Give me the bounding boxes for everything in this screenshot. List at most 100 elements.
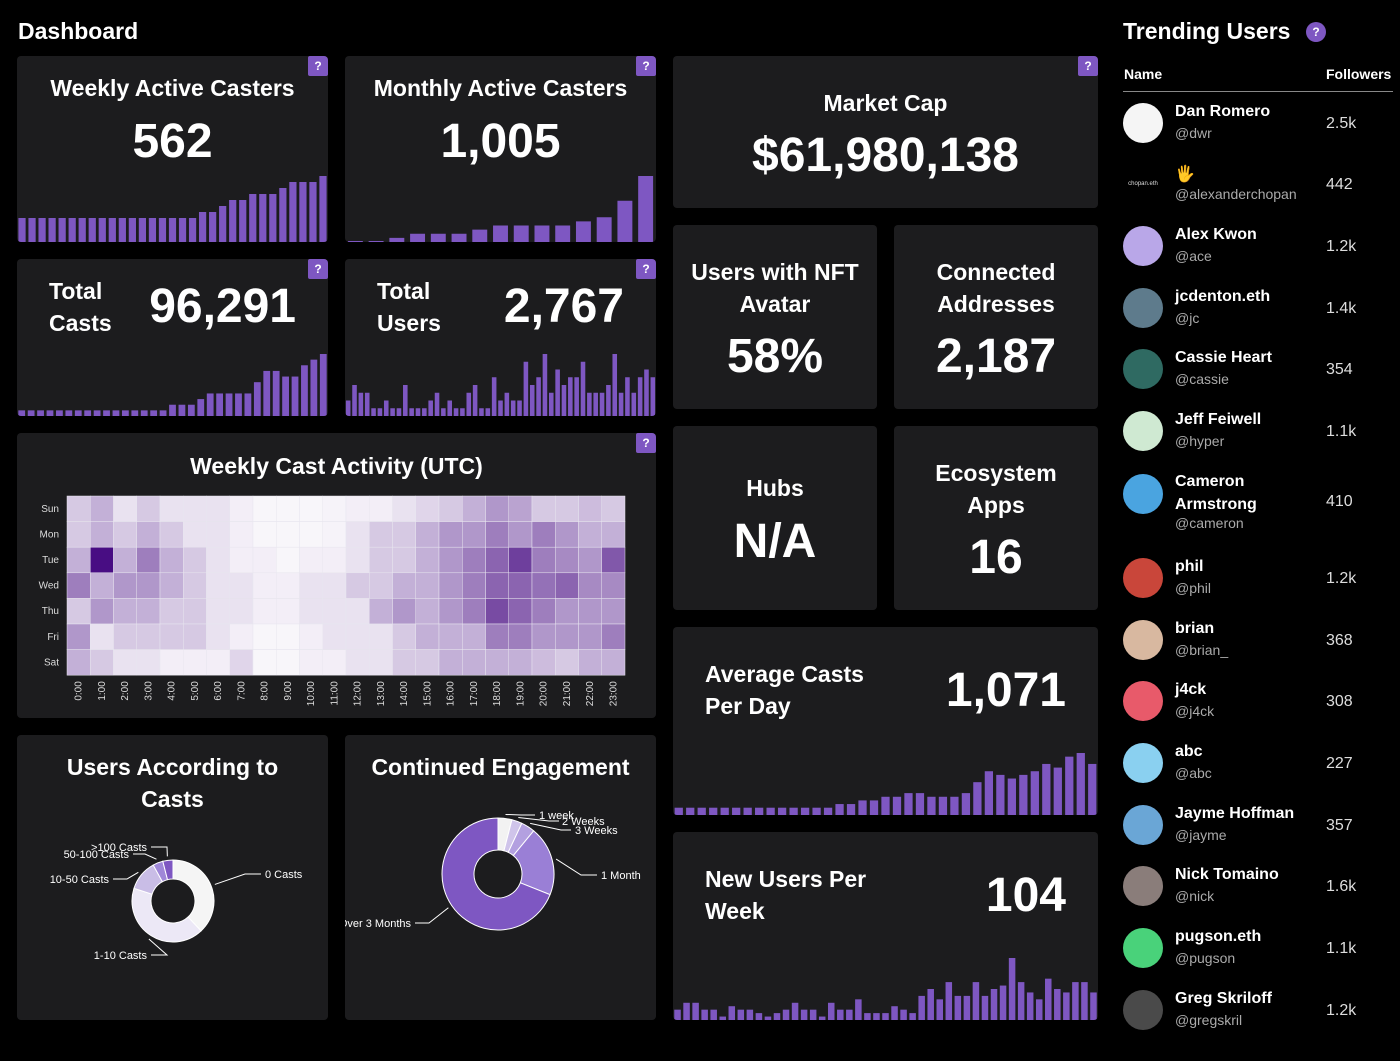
heatmap-cell bbox=[578, 572, 602, 599]
bar bbox=[18, 218, 26, 242]
bar bbox=[93, 410, 101, 416]
user-name[interactable]: abc bbox=[1175, 743, 1203, 760]
bar bbox=[453, 408, 459, 416]
donut-title: Users According to Casts bbox=[66, 754, 279, 812]
help-icon[interactable]: ? bbox=[308, 259, 328, 279]
user-name[interactable]: Alex Kwon bbox=[1175, 226, 1257, 243]
bar bbox=[555, 225, 571, 242]
heatmap-cell bbox=[66, 649, 91, 676]
card-title: Market Cap bbox=[823, 90, 948, 116]
bar bbox=[625, 377, 630, 416]
heatmap-cell bbox=[531, 598, 556, 625]
heatmap-cell bbox=[113, 495, 137, 522]
help-icon[interactable]: ? bbox=[1078, 56, 1098, 76]
bar bbox=[389, 237, 405, 242]
card-value: 96,291 bbox=[149, 280, 296, 333]
bar bbox=[498, 400, 503, 416]
avatar[interactable] bbox=[1123, 349, 1163, 389]
user-name[interactable]: Nick Tomaino bbox=[1175, 866, 1279, 883]
heatmap-cell bbox=[299, 649, 323, 676]
avatar[interactable] bbox=[1123, 805, 1163, 845]
help-icon[interactable]: ? bbox=[636, 433, 656, 453]
avatar[interactable] bbox=[1123, 620, 1163, 660]
avatar[interactable] bbox=[1123, 866, 1163, 906]
avatar[interactable] bbox=[1123, 288, 1163, 328]
heatmap-cell bbox=[601, 495, 626, 522]
leader-line bbox=[148, 938, 169, 956]
heatmap-cell bbox=[345, 572, 370, 599]
avatar[interactable] bbox=[1123, 928, 1163, 968]
heatmap-cell bbox=[159, 495, 184, 522]
help-icon[interactable]: ? bbox=[1306, 22, 1326, 42]
heatmap-cell bbox=[485, 495, 509, 522]
bar bbox=[892, 796, 902, 815]
user-name[interactable]: pugson.eth bbox=[1175, 928, 1262, 945]
col-name-header: Name bbox=[1124, 66, 1163, 82]
slice-label: 10-50 Casts bbox=[50, 874, 110, 886]
help-icon[interactable]: ? bbox=[636, 56, 656, 76]
heatmap-cell bbox=[229, 598, 254, 625]
card-value: 58% bbox=[726, 330, 824, 383]
user-name[interactable]: Dan Romero bbox=[1175, 103, 1271, 120]
x-tick-label: 2:00 bbox=[120, 681, 131, 701]
bar bbox=[990, 989, 998, 1020]
heatmap-cell bbox=[322, 495, 347, 522]
heatmap-cell bbox=[531, 623, 556, 650]
bar bbox=[282, 376, 289, 416]
user-followers: 1.1k bbox=[1326, 423, 1357, 440]
user-name[interactable]: 🖐 bbox=[1175, 166, 1195, 183]
help-icon[interactable]: ? bbox=[308, 56, 328, 76]
user-name[interactable]: j4ck bbox=[1175, 681, 1207, 698]
bar bbox=[358, 392, 364, 416]
heatmap-cell bbox=[229, 495, 254, 522]
avatar[interactable] bbox=[1123, 558, 1163, 598]
bar bbox=[150, 410, 158, 416]
bar bbox=[812, 807, 821, 815]
avatar[interactable] bbox=[1123, 743, 1163, 783]
heatmap-cell bbox=[252, 495, 277, 522]
heatmap-cell bbox=[485, 649, 509, 676]
user-name[interactable]: Greg Skriloff bbox=[1175, 990, 1272, 1007]
leader-line bbox=[518, 817, 559, 822]
heatmap-cell bbox=[531, 572, 556, 599]
bar bbox=[1081, 982, 1088, 1020]
avatar[interactable] bbox=[1123, 990, 1163, 1030]
heatmap-cell bbox=[485, 546, 509, 574]
heatmap-cell bbox=[159, 546, 184, 574]
bar bbox=[1045, 978, 1052, 1020]
bar bbox=[837, 1009, 844, 1020]
avatar[interactable] bbox=[1123, 411, 1163, 451]
bar bbox=[259, 194, 267, 242]
heatmap-cell bbox=[508, 598, 533, 625]
average-casts-bars bbox=[674, 753, 1097, 815]
bar bbox=[818, 1016, 826, 1020]
heatmap-cell bbox=[229, 521, 254, 548]
heatmap-chart: Sun Mon Tue Wed Thu Fri Sat 0:00 1:00 2:00 3:00 4:0… bbox=[39, 495, 626, 706]
avatar[interactable] bbox=[1123, 681, 1163, 721]
bar bbox=[536, 377, 541, 416]
avatar[interactable] bbox=[1123, 103, 1163, 143]
bar bbox=[390, 408, 395, 416]
x-tick-label: 22:00 bbox=[585, 681, 596, 706]
heatmap-cell bbox=[183, 572, 207, 599]
avatar[interactable] bbox=[1123, 474, 1163, 514]
avatar[interactable] bbox=[1123, 226, 1163, 266]
help-icon[interactable]: ? bbox=[636, 259, 656, 279]
weekly-active-casters-card: ? Weekly Active Casters 562 bbox=[17, 56, 328, 242]
user-name[interactable]: Cameron Armstrong bbox=[1175, 473, 1257, 513]
bar bbox=[587, 392, 592, 416]
heatmap-cell bbox=[508, 649, 533, 676]
user-name[interactable]: phil bbox=[1175, 558, 1204, 575]
heatmap-cell bbox=[601, 572, 626, 599]
user-name[interactable]: Jeff Feiwell bbox=[1175, 411, 1262, 428]
heatmap-cell bbox=[415, 572, 440, 599]
user-name[interactable]: jcdenton.eth bbox=[1175, 288, 1271, 305]
card-value: 1,071 bbox=[945, 664, 1066, 717]
avatar[interactable]: chopan.eth bbox=[1123, 164, 1163, 204]
bar bbox=[972, 982, 980, 1020]
user-name[interactable]: brian bbox=[1175, 620, 1215, 637]
bar bbox=[973, 782, 982, 815]
bar bbox=[1030, 771, 1039, 815]
user-name[interactable]: Cassie Heart bbox=[1175, 349, 1272, 366]
user-name[interactable]: Jayme Hoffman bbox=[1175, 805, 1295, 822]
